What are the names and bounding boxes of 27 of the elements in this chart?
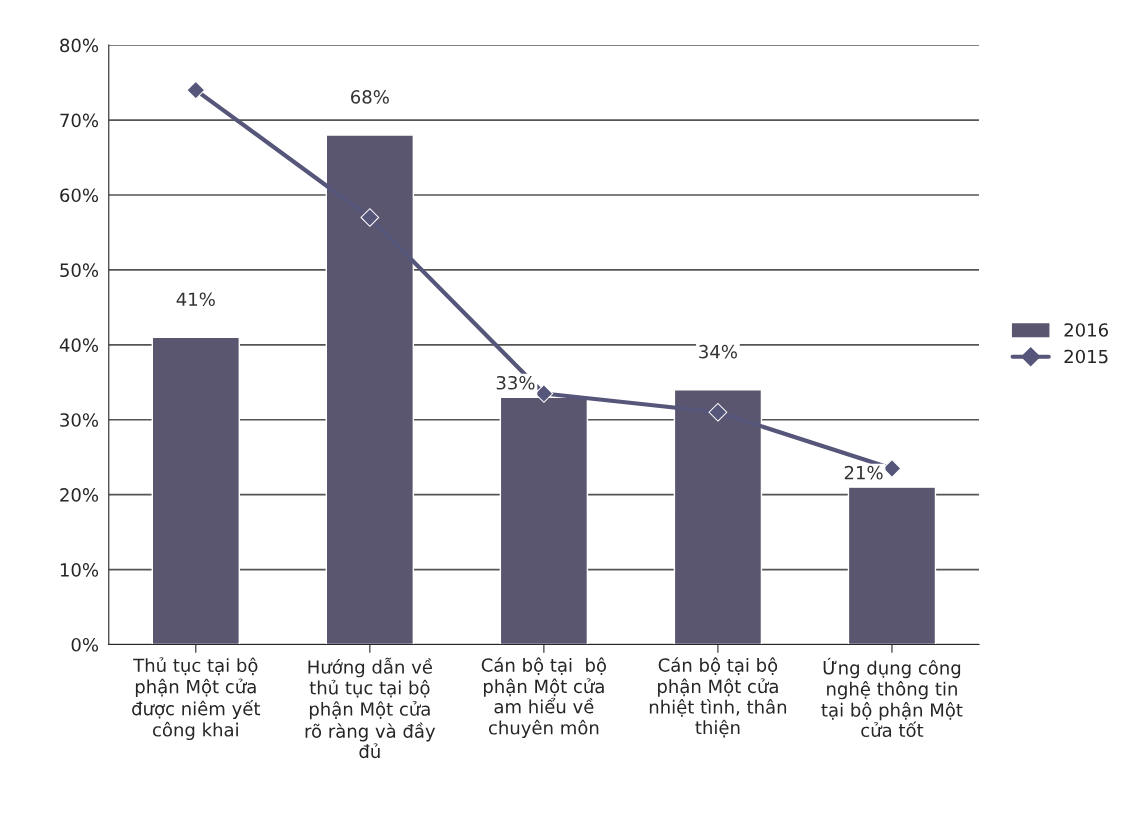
data-label: 41% xyxy=(176,292,215,307)
data-label: 21% xyxy=(844,465,883,480)
point xyxy=(708,402,728,422)
x-tick-label: Ứng dụng công nghệ thông tin tại bộ phận Một cửa tốt xyxy=(821,657,963,738)
x-tick-label: Hướng dẫn về thủ tục tại bộ phận Một cửa rõ ràng và đầy đủ xyxy=(305,657,436,759)
y-tick-label: 10% xyxy=(60,563,99,577)
x-tick-label: Cán bộ tại bộ phận Một cửa nhiệt tình, thân thiện xyxy=(649,657,787,738)
point xyxy=(360,208,380,227)
point xyxy=(534,384,554,403)
y-tick-label: 80% xyxy=(60,38,99,53)
bar xyxy=(151,336,240,645)
point xyxy=(186,80,206,100)
x-tick-label: Thủ tục tại bộ phận Một cửa được niêm yết công khai xyxy=(132,657,261,741)
y-tick-label: 70% xyxy=(60,113,99,128)
y-tick-label: 50% xyxy=(60,263,99,278)
legend-label: 2015 xyxy=(1064,349,1108,364)
y-tick-label: 0% xyxy=(71,637,99,652)
y-tick-label: 60% xyxy=(60,188,99,203)
data-label: 33% xyxy=(496,375,535,390)
data-label: 68% xyxy=(351,90,389,104)
point xyxy=(882,459,902,478)
y-tick-label: 20% xyxy=(60,488,99,502)
legend-label: 2016 xyxy=(1064,323,1108,337)
x-tick-label: Cán bộ tại bộ phận Một cửa am hiểu về chuyên môn xyxy=(481,657,607,739)
y-tick-label: 30% xyxy=(60,413,99,427)
y-tick-label: 40% xyxy=(59,338,99,352)
data-label: 34% xyxy=(699,344,737,359)
